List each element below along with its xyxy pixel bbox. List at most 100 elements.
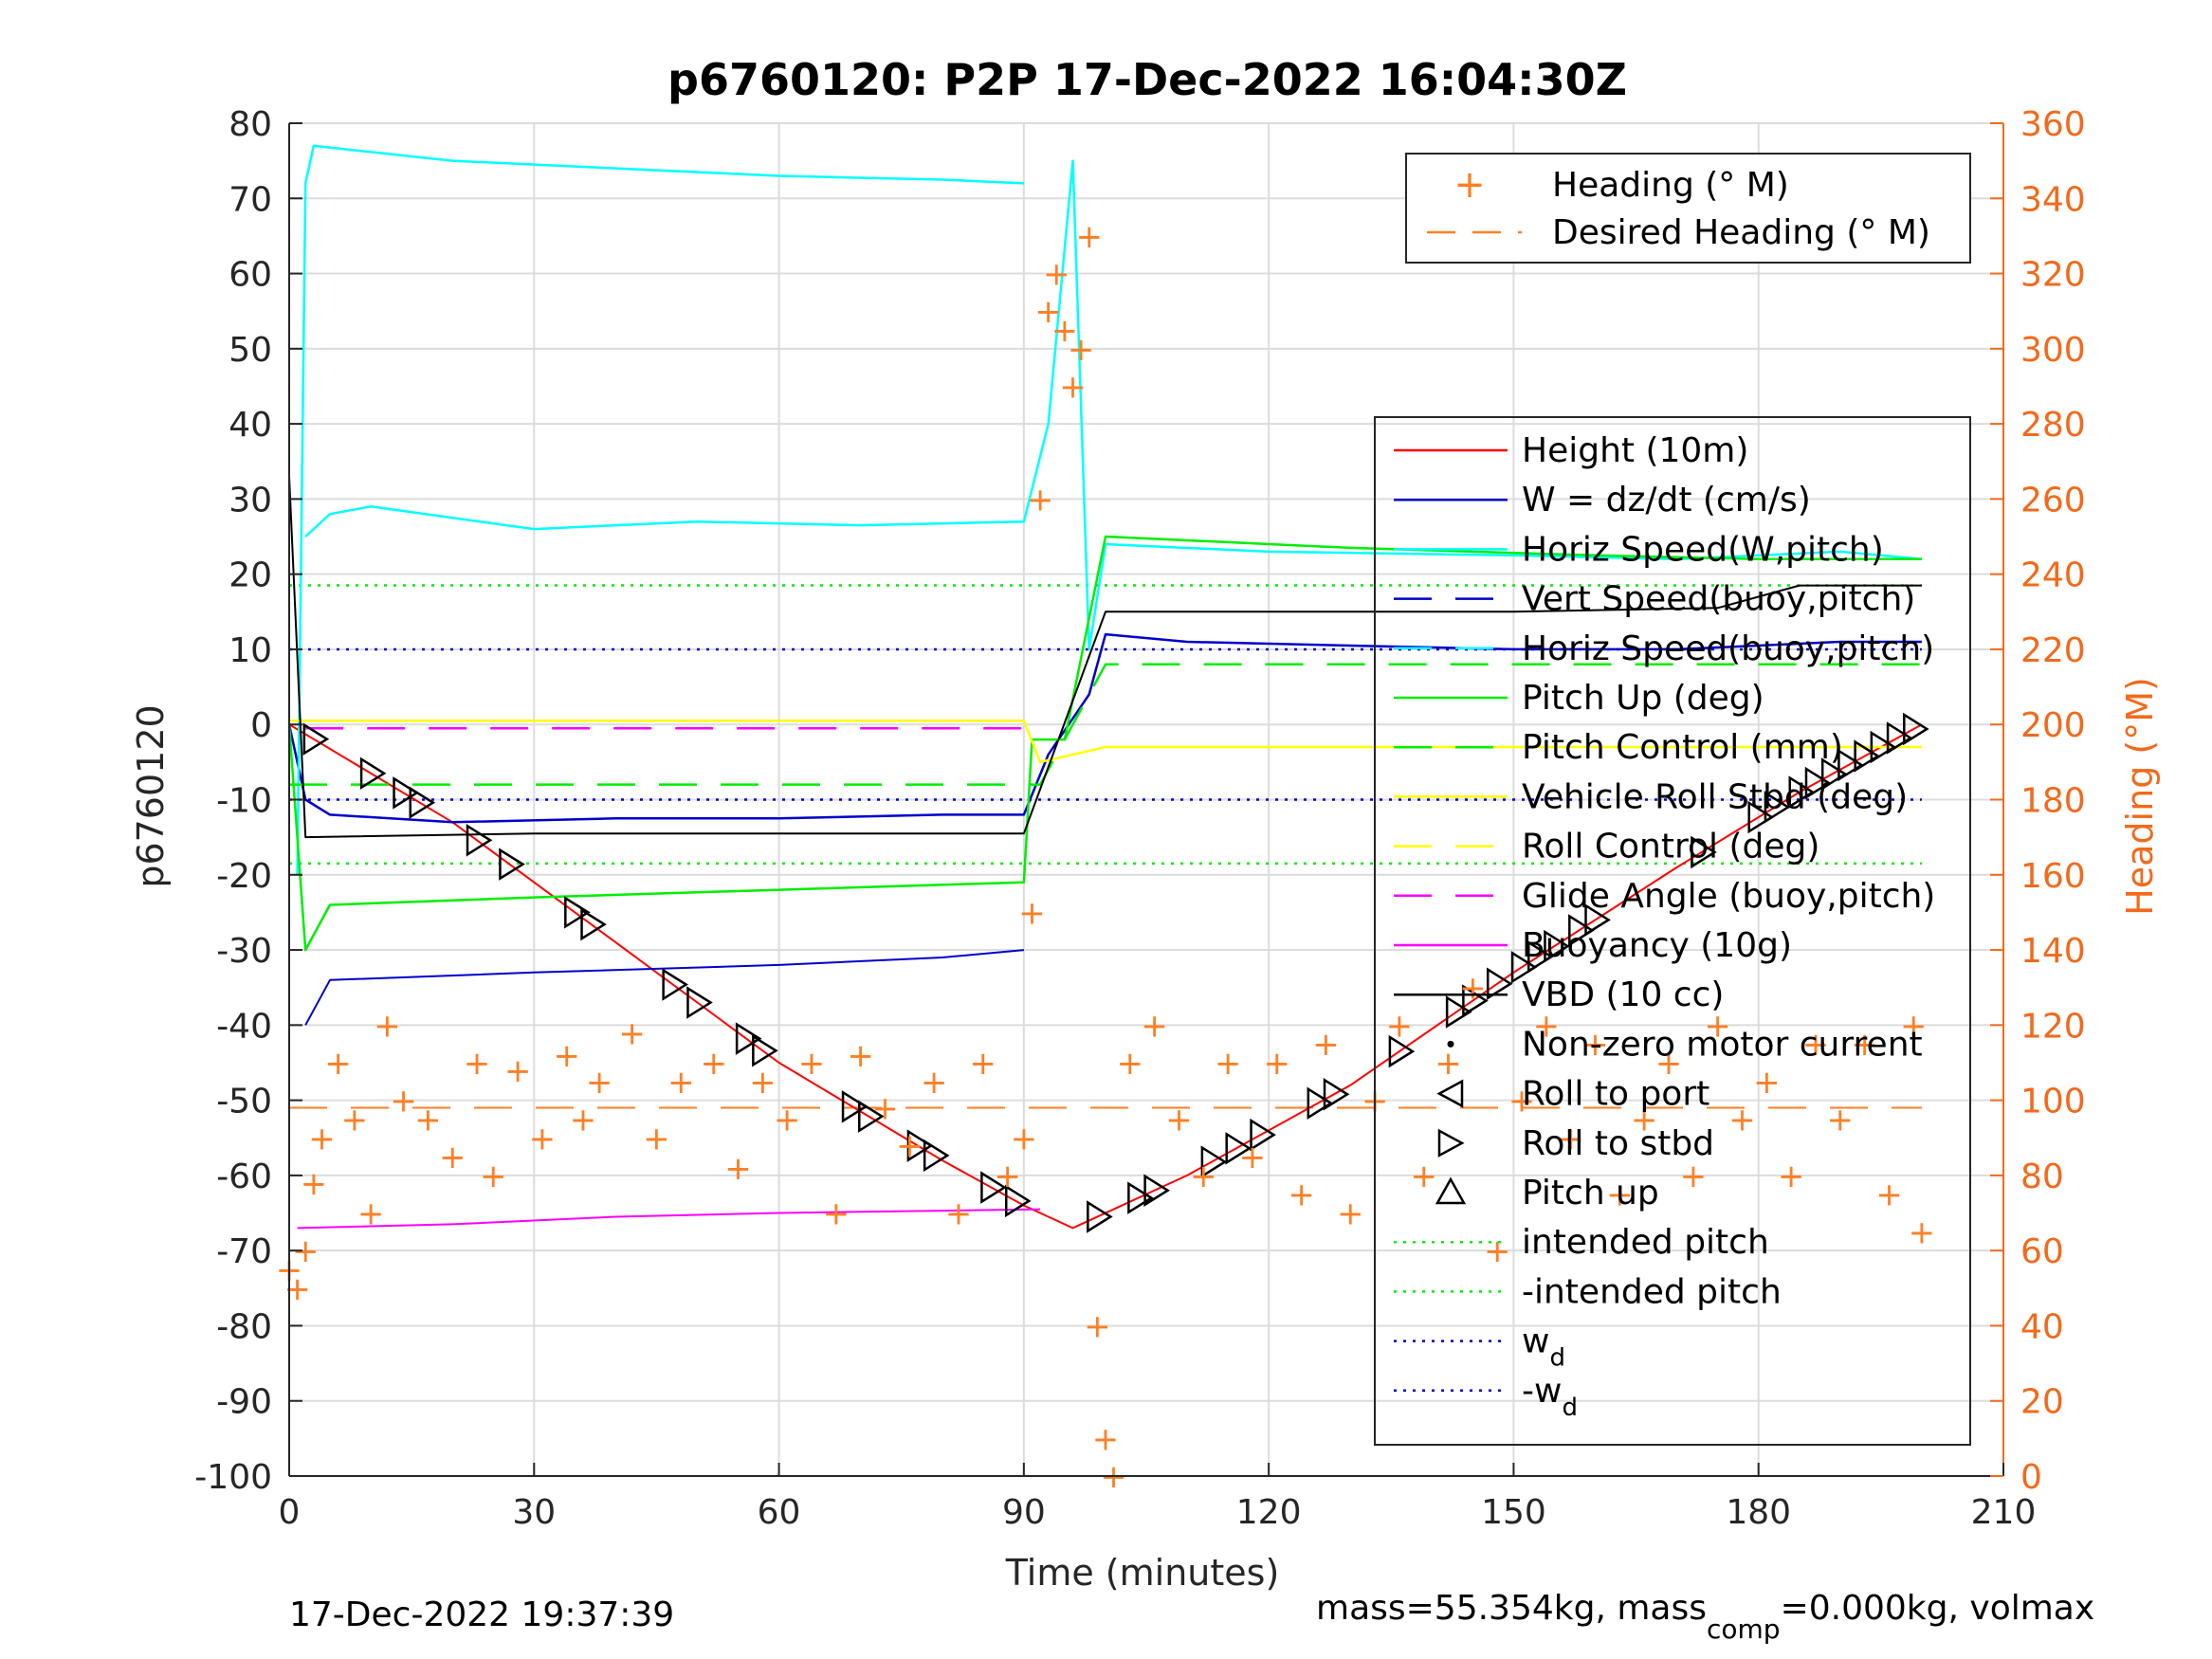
y-right-tick-label: 360 <box>2020 105 2086 144</box>
heading-point: + <box>1410 1158 1437 1195</box>
legend-label: Glide Angle (buoy,pitch) <box>1522 877 1935 916</box>
heading-point: + <box>970 1045 997 1083</box>
y-right-tick-label: 280 <box>2020 406 2086 445</box>
roll-to-stbd-marker <box>499 848 525 881</box>
heading-point: + <box>1312 1026 1340 1064</box>
x-tick-label: 210 <box>1971 1493 2037 1532</box>
y-right-tick-label: 320 <box>2020 256 2086 295</box>
legend-main-box <box>1374 416 1971 1446</box>
y-right-tick-label: 160 <box>2020 857 2086 896</box>
x-tick-label: 90 <box>1002 1493 1046 1532</box>
legend-label: Horiz Speed(buoy,pitch) <box>1522 629 1934 668</box>
y-tick-label: 20 <box>229 556 272 595</box>
footer-mass-pre: mass=55.354kg, mass <box>1316 1589 1707 1628</box>
legend-label: Pitch Control (mm) <box>1522 728 1843 767</box>
heading-point: + <box>1704 1007 1731 1045</box>
heading-point: + <box>504 1052 532 1090</box>
y-tick-label: 80 <box>229 105 272 144</box>
heading-point: + <box>1802 1026 1830 1064</box>
series-line <box>288 476 1922 839</box>
roll-to-stbd-marker <box>980 1171 1007 1204</box>
heading-point: + <box>1581 1026 1609 1064</box>
legend-label: Height (10m) <box>1522 431 1748 470</box>
heading-marker-icon: + <box>1453 163 1486 207</box>
y-tick-label: 0 <box>250 706 272 745</box>
roll-to-stbd-marker <box>841 1090 868 1123</box>
roll-to-stbd-marker <box>1886 721 1913 755</box>
heading-point: + <box>1027 481 1054 519</box>
footer-timestamp: 17-Dec-2022 19:37:39 <box>289 1595 674 1634</box>
heading-point: + <box>1034 293 1062 331</box>
roll-to-stbd-marker <box>662 968 689 1001</box>
roll-to-stbd-marker <box>1127 1181 1154 1214</box>
y-tick-label: -30 <box>216 932 272 971</box>
x-tick-label: 60 <box>758 1493 801 1532</box>
roll-to-stbd-marker <box>1764 791 1791 824</box>
roll-to-stbd-marker <box>1568 914 1595 947</box>
heading-point: + <box>1018 894 1046 932</box>
roll-to-stbd-marker <box>1004 1184 1032 1218</box>
series-layer <box>287 144 1923 1230</box>
heading-point: + <box>529 1120 557 1158</box>
roll-to-stbd-marker <box>906 1129 934 1162</box>
y-axis-label: p6760120 <box>130 704 172 887</box>
legend-label: -intended pitch <box>1522 1272 1782 1311</box>
roll-to-stbd-marker <box>1250 1118 1276 1152</box>
y-tick-label: 60 <box>229 256 272 295</box>
y-right-tick-label: 80 <box>2020 1158 2064 1196</box>
heading-point: + <box>1239 1139 1267 1176</box>
heading-point: + <box>774 1101 801 1139</box>
footer-mass-info: mass=55.354kg, masscomp=0.000kg, volmax <box>1316 1589 2094 1645</box>
footer-mass-sub: comp <box>1707 1613 1781 1645</box>
heading-point: + <box>724 1150 752 1188</box>
roll-to-stbd-marker <box>1691 835 1717 869</box>
heading-point: + <box>1337 1195 1364 1233</box>
heading-point: + <box>667 1064 695 1102</box>
roll-to-stbd-marker <box>1388 1034 1416 1068</box>
series-line <box>287 632 1922 824</box>
roll-to-stbd-marker <box>1854 739 1880 773</box>
y-tick-label: -20 <box>216 857 272 896</box>
y-right-tick-label: 340 <box>2020 180 2086 219</box>
heading-point: + <box>1631 1101 1658 1139</box>
y-right-tick-label: 300 <box>2020 331 2086 370</box>
heading-point: + <box>700 1045 727 1083</box>
roll-to-stbd-marker <box>466 824 493 857</box>
y-tick-label: -70 <box>216 1232 272 1271</box>
heading-point: + <box>324 1045 352 1083</box>
heading-point: + <box>1011 1120 1038 1158</box>
roll-to-stbd-marker <box>752 1034 778 1067</box>
roll-to-stbd-marker <box>1087 1200 1113 1233</box>
roll-to-stbd-marker <box>1584 903 1611 937</box>
heading-point: + <box>643 1120 670 1158</box>
series-line <box>289 720 1922 764</box>
heading-point: + <box>1043 256 1070 294</box>
heading-point: + <box>1484 1232 1511 1270</box>
heading-point: + <box>847 1037 874 1075</box>
y-tick-label: -60 <box>216 1158 272 1196</box>
axes-layer: 0 30 60 90 120 150 180 21080706050403020100-10-… <box>194 105 2085 1532</box>
heading-point: + <box>308 1120 336 1158</box>
legend-label: Pitch up <box>1522 1174 1659 1212</box>
y-right-tick-label: 120 <box>2020 1007 2086 1046</box>
x-axis-label: Time (minutes) <box>1005 1552 1280 1594</box>
legend-heading-box <box>1405 153 1971 264</box>
heading-point: + <box>1075 218 1103 256</box>
roll-to-stbd-marker <box>1445 995 1472 1029</box>
heading-point: + <box>1655 1045 1683 1083</box>
roll-to-stbd-marker <box>1870 730 1897 764</box>
legend-label: VBD (10 cc) <box>1522 975 1724 1014</box>
legend-rows: Height (10m) W = dz/dt (cm/s) Horiz Speed(… <box>1394 431 1935 1422</box>
legend-label: Roll to stbd <box>1522 1124 1714 1163</box>
heading-point: + <box>1190 1158 1217 1195</box>
y-right-tick-label: 220 <box>2020 631 2086 670</box>
roll-to-stbd-marker <box>1903 712 1929 746</box>
series-line <box>304 159 1923 651</box>
legend-label: Roll Control (deg) <box>1522 828 1819 866</box>
heading-point: + <box>301 1165 328 1203</box>
legend-dot-icon <box>1447 1040 1454 1048</box>
heading-point: + <box>1533 1007 1561 1045</box>
y-tick-label: 30 <box>229 481 272 520</box>
roll-to-stbd-marker <box>735 1022 762 1055</box>
